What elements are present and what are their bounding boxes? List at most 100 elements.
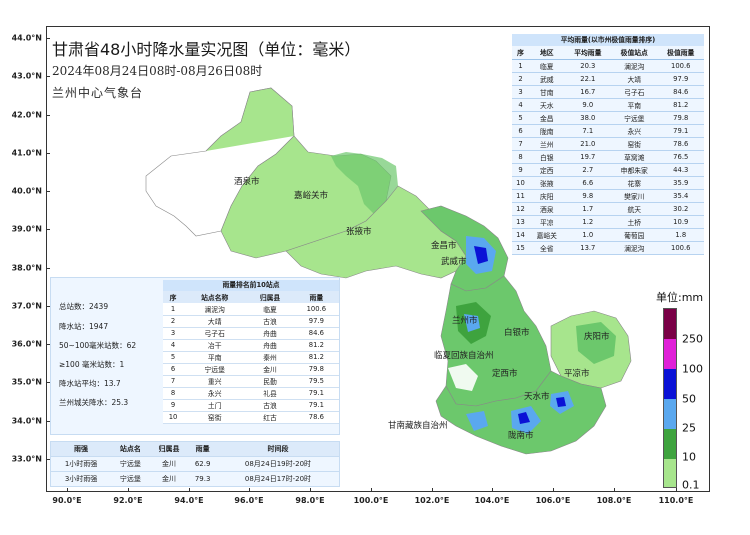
table-cell: 20.3 bbox=[580, 61, 596, 70]
column-header: 站点名 bbox=[111, 441, 150, 457]
table-cell: 35.4 bbox=[673, 191, 689, 200]
lat-label: 38.0°N bbox=[11, 263, 42, 273]
average-rainfall-table-caption: 平均雨量(以市州极值雨量排序) bbox=[512, 34, 704, 46]
table-row: 4 冶干 舟曲 81.2 bbox=[163, 339, 339, 351]
table-cell: 10.9 bbox=[673, 217, 689, 226]
table-cell: 9 bbox=[170, 401, 176, 409]
table-cell: 13 bbox=[516, 217, 525, 226]
table-cell: 2 bbox=[518, 74, 523, 83]
lat-label: 37.0°N bbox=[11, 301, 42, 311]
rain-intensity-table: 雨强 站点名 归属县 雨量 时间段 1小时雨强 宁远堡 金川 62.9 08月24日19… bbox=[50, 441, 340, 487]
table-cell: 临夏 bbox=[539, 62, 554, 71]
table-row: 11 庆阳 9.8 樊家川 35.4 bbox=[512, 189, 704, 202]
lon-tick bbox=[492, 488, 493, 492]
table-cell: 大靖 bbox=[627, 75, 642, 84]
lat-tick bbox=[46, 268, 50, 269]
table-row: 15 全省 13.7 澜泥沟 100.6 bbox=[512, 241, 704, 254]
table-cell: 土门 bbox=[207, 402, 222, 410]
table-cell: 9.8 bbox=[582, 191, 594, 200]
table-cell: 澜泥沟 bbox=[624, 62, 645, 71]
table-cell: 78.6 bbox=[308, 413, 324, 421]
table-row: 6 宁远堡 金川 79.8 bbox=[163, 363, 339, 375]
table-cell: 葡萄园 bbox=[624, 231, 645, 240]
table-cell: 16.7 bbox=[580, 87, 596, 96]
table-row: 7 兰州 21.0 窑街 78.6 bbox=[512, 137, 704, 150]
table-row: 10 张掖 6.6 花寨 35.9 bbox=[512, 176, 704, 189]
table-row: 9 土门 古浪 79.1 bbox=[163, 399, 339, 411]
lat-tick bbox=[46, 421, 50, 422]
table-cell: 2 bbox=[170, 317, 176, 325]
table-cell: 30.2 bbox=[673, 204, 689, 213]
table-cell: 舟曲 bbox=[263, 342, 277, 350]
table-cell: 舟曲 bbox=[263, 330, 277, 338]
table-cell: 13.7 bbox=[580, 243, 596, 252]
table-cell: 白银 bbox=[539, 153, 554, 162]
table-cell: 弓子石 bbox=[204, 330, 225, 338]
table-cell: 6.6 bbox=[582, 178, 594, 187]
table-row: 2 大靖 古浪 97.9 bbox=[163, 315, 339, 327]
lon-label: 110.0°E bbox=[658, 496, 694, 505]
stat-rain-stations: 降水站：1947 bbox=[59, 322, 109, 331]
lon-tick bbox=[676, 488, 677, 492]
table-cell: 21.0 bbox=[580, 139, 596, 148]
lon-tick bbox=[432, 488, 433, 492]
city-label-jiayuguan: 嘉峪关市 bbox=[294, 190, 329, 201]
table-row: 13 平凉 1.2 土桥 10.9 bbox=[512, 215, 704, 228]
table-cell: 平凉 bbox=[539, 218, 554, 227]
table-cell: 金川 bbox=[161, 460, 176, 468]
lat-tick bbox=[46, 344, 50, 345]
table-row: 12 酒泉 1.7 航天 30.2 bbox=[512, 202, 704, 215]
table-cell: 1.8 bbox=[675, 230, 687, 239]
stat-total-stations: 总站数：2439 bbox=[59, 302, 109, 311]
column-header: 站点名称 bbox=[183, 291, 247, 303]
column-header: 序 bbox=[163, 291, 184, 303]
legend-label: 50 bbox=[682, 392, 696, 406]
table-cell: 3 bbox=[518, 87, 523, 96]
table-cell: 窑街 bbox=[627, 140, 642, 149]
city-label-jinchang: 金昌市 bbox=[431, 240, 457, 251]
city-label-dingxi: 定西市 bbox=[492, 368, 518, 379]
table-cell: 100.6 bbox=[671, 61, 691, 70]
lat-label: 43.0°N bbox=[11, 71, 42, 81]
table-row: 5 金昌 38.0 宁远堡 79.8 bbox=[512, 111, 704, 124]
city-label-tianshui: 天水市 bbox=[524, 391, 550, 402]
lat-label: 44.0°N bbox=[11, 33, 42, 43]
table-row: 5 平南 秦州 81.2 bbox=[163, 351, 339, 363]
city-label-pingliang: 平凉市 bbox=[564, 368, 590, 379]
column-header: 平均雨量 bbox=[564, 46, 612, 60]
region-qingyang-green bbox=[576, 322, 616, 364]
table-cell: 陇南 bbox=[539, 127, 554, 136]
table-row: 1小时雨强 宁远堡 金川 62.9 08月24日19时-20时 bbox=[50, 456, 340, 472]
table-cell: 嘉峪关 bbox=[536, 231, 557, 240]
table-cell: 临夏 bbox=[263, 305, 277, 314]
top10-table-caption: 雨量排名前10站点 bbox=[163, 280, 339, 291]
city-label-lanzhou: 兰州市 bbox=[452, 315, 478, 326]
table-cell: 1 bbox=[518, 61, 523, 70]
lat-label: 35.0°N bbox=[11, 377, 42, 387]
city-label-qingyang: 庆阳市 bbox=[584, 331, 610, 342]
legend-swatch bbox=[664, 399, 676, 429]
city-label-longnan: 陇南市 bbox=[508, 430, 534, 441]
table-cell: 庆阳 bbox=[539, 192, 554, 201]
table-row: 3小时雨强 宁远堡 金川 79.3 08月24日17时-20时 bbox=[50, 471, 340, 487]
top10-stations-table: 雨量排名前10站点 序 站点名称 归属县 雨量 1 澜泥沟 临夏 100.6 2 大靖古… bbox=[163, 280, 339, 424]
region-gannan-white bbox=[448, 364, 478, 391]
table-cell: 古浪 bbox=[263, 402, 277, 410]
lon-tick bbox=[553, 488, 554, 492]
table-cell: 10 bbox=[168, 413, 178, 421]
city-label-wuwei: 武威市 bbox=[441, 256, 467, 267]
lat-label: 33.0°N bbox=[11, 454, 42, 464]
table-cell: 草窝滩 bbox=[624, 153, 645, 162]
table-cell: 10 bbox=[516, 178, 525, 187]
table-row: 7 重兴 民勤 79.5 bbox=[163, 375, 339, 387]
lon-label: 100.0°E bbox=[353, 496, 389, 505]
table-cell: 全省 bbox=[539, 244, 554, 253]
table-cell: 1.0 bbox=[582, 230, 594, 239]
table-cell: 酒泉 bbox=[539, 205, 554, 214]
stat-average-rainfall: 降水站平均：13.7 bbox=[59, 379, 121, 388]
table-cell: 79.8 bbox=[673, 113, 689, 122]
stat-over-100mm-stations: ≥100 毫米站数：1 bbox=[59, 360, 125, 369]
table-row: 3 甘南 16.7 弓子石 84.6 bbox=[512, 85, 704, 98]
table-cell: 5 bbox=[170, 353, 176, 361]
table-cell: 樊家川 bbox=[624, 192, 645, 201]
